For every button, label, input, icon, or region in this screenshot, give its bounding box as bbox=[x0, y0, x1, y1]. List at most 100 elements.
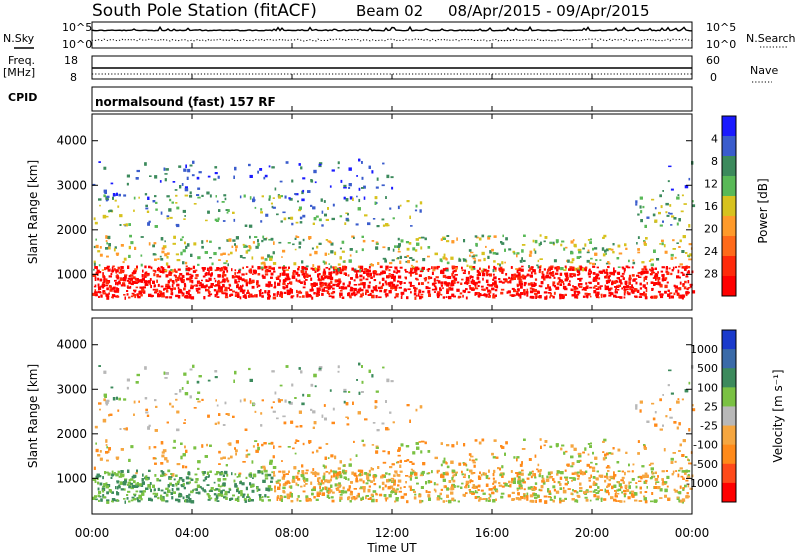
range-cell bbox=[441, 294, 443, 296]
range-cell bbox=[209, 257, 212, 259]
range-cell bbox=[299, 296, 301, 298]
range-cell bbox=[362, 177, 364, 180]
range-cell bbox=[317, 288, 321, 290]
range-cell bbox=[130, 241, 133, 244]
range-cell bbox=[397, 270, 399, 273]
range-cell bbox=[655, 207, 657, 209]
range-cell bbox=[133, 294, 136, 296]
range-cell bbox=[290, 217, 293, 220]
range-cell bbox=[316, 246, 318, 249]
range-cell bbox=[376, 187, 379, 189]
range-cell bbox=[538, 260, 540, 262]
range-cell bbox=[303, 273, 306, 276]
range-cell bbox=[389, 275, 392, 277]
range-cell bbox=[544, 292, 547, 294]
range-cell bbox=[240, 255, 243, 258]
range-cell bbox=[456, 289, 459, 292]
range-cell bbox=[487, 256, 489, 259]
range-cell bbox=[193, 266, 195, 269]
range-cell bbox=[262, 236, 264, 239]
range-cell bbox=[675, 257, 677, 259]
range-cell bbox=[377, 225, 380, 227]
range-cell bbox=[450, 283, 453, 285]
range-cell bbox=[579, 279, 581, 282]
range-cell bbox=[676, 242, 679, 244]
range-cell bbox=[208, 176, 211, 178]
range-cell bbox=[415, 210, 417, 212]
range-cell bbox=[355, 274, 358, 277]
range-cell bbox=[190, 254, 193, 257]
range-cell bbox=[215, 284, 218, 286]
range-cell bbox=[483, 289, 486, 291]
range-cell bbox=[353, 237, 355, 239]
range-cell bbox=[659, 194, 662, 197]
range-cell bbox=[492, 295, 495, 298]
range-cell bbox=[252, 256, 254, 259]
range-cell bbox=[523, 235, 526, 237]
range-cell bbox=[284, 292, 287, 294]
range-cell bbox=[186, 272, 189, 275]
range-cell bbox=[404, 269, 406, 271]
range-cell bbox=[621, 287, 623, 289]
range-cell bbox=[129, 246, 131, 249]
range-cell bbox=[563, 286, 567, 289]
range-cell bbox=[297, 280, 299, 282]
range-cell bbox=[398, 206, 400, 209]
range-cell bbox=[129, 275, 131, 277]
range-cell bbox=[169, 217, 172, 219]
range-cell bbox=[156, 280, 158, 283]
range-cell bbox=[605, 253, 607, 255]
range-cell bbox=[535, 296, 537, 299]
range-cell bbox=[182, 295, 185, 297]
range-cell bbox=[128, 223, 131, 226]
range-cell bbox=[391, 274, 394, 276]
range-cell bbox=[273, 241, 275, 244]
range-cell bbox=[647, 282, 649, 285]
range-cell bbox=[213, 178, 216, 180]
range-cell bbox=[239, 277, 242, 280]
range-cell bbox=[582, 248, 585, 250]
range-cell bbox=[98, 198, 102, 200]
range-cell bbox=[245, 225, 248, 228]
range-cell bbox=[524, 282, 527, 285]
range-cell bbox=[189, 296, 192, 299]
range-cell bbox=[420, 209, 422, 212]
range-cell bbox=[521, 281, 523, 283]
range-cell bbox=[682, 274, 684, 277]
range-cell bbox=[418, 290, 421, 293]
range-cell bbox=[601, 294, 603, 296]
range-cell bbox=[386, 175, 389, 178]
range-cell bbox=[145, 284, 149, 286]
range-cell bbox=[100, 254, 103, 257]
range-cell bbox=[117, 278, 119, 280]
range-cell bbox=[348, 274, 350, 276]
range-cell bbox=[682, 266, 684, 268]
range-cell bbox=[176, 253, 179, 255]
range-cell bbox=[238, 287, 240, 290]
range-cell bbox=[283, 270, 286, 273]
range-cell bbox=[675, 289, 678, 292]
range-cell bbox=[666, 266, 668, 268]
range-cell bbox=[205, 220, 208, 222]
range-cell bbox=[422, 258, 425, 261]
range-cell bbox=[250, 175, 253, 178]
range-cell bbox=[176, 284, 179, 287]
range-cell bbox=[533, 240, 535, 243]
range-cell bbox=[664, 277, 667, 279]
range-cell bbox=[400, 267, 403, 269]
range-cell bbox=[175, 189, 178, 191]
range-cell bbox=[521, 266, 524, 268]
range-cell bbox=[271, 203, 273, 205]
range-cell bbox=[113, 290, 115, 292]
range-cell bbox=[479, 268, 481, 271]
range-cell bbox=[165, 284, 168, 286]
range-cell bbox=[213, 252, 216, 255]
range-cell bbox=[317, 291, 320, 293]
range-cell bbox=[270, 277, 273, 279]
range-cell bbox=[195, 277, 198, 279]
range-cell bbox=[222, 201, 225, 203]
range-cell bbox=[363, 285, 365, 289]
range-cell bbox=[149, 283, 151, 285]
range-cell bbox=[350, 254, 352, 256]
range-cell bbox=[215, 294, 217, 297]
